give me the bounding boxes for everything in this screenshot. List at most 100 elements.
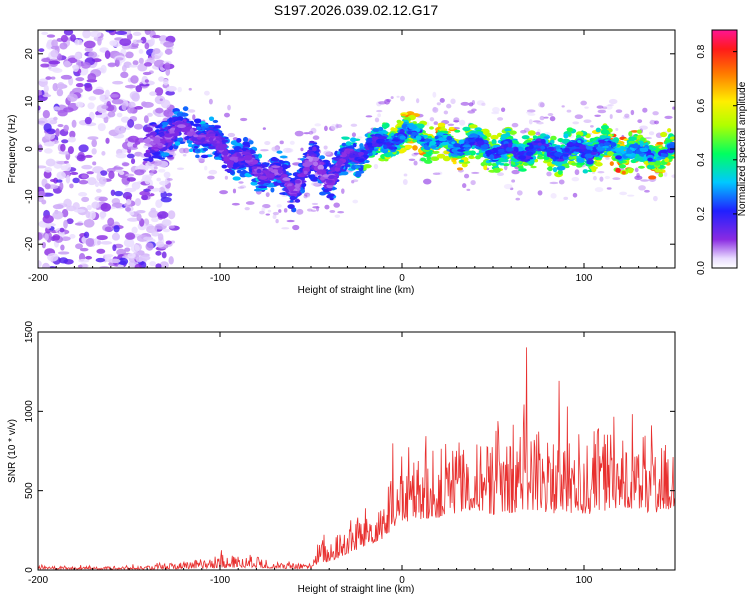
spectrogram-cell [188, 87, 192, 91]
spectrogram-cell [48, 67, 61, 72]
spectrogram-cell [132, 143, 138, 148]
spectrogram-cell [52, 234, 61, 241]
spectrogram-cell [615, 147, 620, 152]
spectrogram-cell [602, 145, 609, 149]
spectrogram-cell [545, 148, 551, 153]
spectrogram-cell [638, 185, 646, 191]
spectrogram-cell [44, 167, 53, 173]
spectrogram-cell [142, 158, 152, 162]
spectrogram-cell [307, 208, 313, 212]
spectrogram-cell [268, 167, 274, 172]
spectrogram-cell [615, 155, 622, 160]
spectrogram-cell [624, 113, 630, 118]
spectrogram-cell [91, 148, 97, 155]
spectrogram-cell [281, 227, 290, 230]
spectrogram-cell [208, 145, 217, 150]
spectrogram-cell [208, 98, 213, 105]
spectrogram-cell [433, 121, 438, 125]
spectrogram-cell [152, 48, 161, 54]
spectrogram-cell [636, 129, 642, 134]
spectrogram-cell [165, 90, 175, 96]
spectrogram-cell [67, 136, 77, 143]
spectrogram-cell [143, 115, 149, 124]
spectrogram-cell [166, 192, 173, 197]
spectrogram-cell [388, 146, 395, 150]
spectrogram-cell [232, 188, 237, 194]
spectrogram-cell [125, 173, 135, 177]
spectrogram-cell [609, 161, 614, 166]
x-tick-label: -100 [210, 273, 230, 284]
spectrogram-cell [104, 50, 111, 59]
spectrogram-cell [303, 132, 311, 135]
spectrogram-cell [174, 141, 181, 146]
spectrogram-cell [483, 165, 488, 171]
spectrogram-cell [147, 185, 155, 190]
spectrogram-cell [265, 192, 270, 198]
spectrogram-cell [468, 102, 474, 107]
spectrogram-cell [224, 175, 229, 180]
spectrogram-cell [104, 254, 114, 258]
spectrogram-cell [236, 169, 242, 174]
spectrogram-cell [656, 141, 664, 145]
spectrogram-cell [432, 172, 441, 175]
spectrogram-cell [571, 176, 580, 182]
spectrogram-cell [474, 127, 482, 131]
spectrogram-cell [627, 194, 635, 197]
spectrogram-cell [96, 248, 106, 254]
x-tick-label: 0 [399, 273, 405, 284]
spectrogram-cell [264, 140, 271, 146]
spectrogram-cell [592, 175, 597, 181]
spectrogram-cell [130, 75, 139, 84]
spectrogram-cell [648, 131, 655, 136]
x-tick-label: -200 [28, 273, 48, 284]
spectrogram-cell [608, 98, 618, 105]
spectrogram-cell [357, 136, 363, 139]
spectrogram-cell [152, 34, 161, 39]
spectrogram-cell [52, 204, 64, 210]
spectrogram-cell [43, 84, 49, 93]
spectrogram-cell [308, 174, 313, 179]
spectrogram-cell [671, 174, 675, 178]
spectrogram-cell [335, 164, 342, 168]
spectrogram-cell [226, 160, 234, 166]
spectrogram-cell [424, 146, 431, 151]
spectrogram-cell [260, 149, 269, 152]
spectrogram-cell [197, 134, 207, 138]
spectrogram-cell [481, 128, 490, 135]
spectrogram-cell [192, 114, 196, 121]
spectrogram-cell [56, 82, 65, 90]
spectrogram-cell [100, 202, 112, 212]
spectrogram-cell [163, 78, 169, 86]
colorbar-label: Normalized spectral amplitude [737, 81, 748, 216]
colorbar-tick-label: 0.0 [696, 261, 707, 275]
spectrogram-cell [502, 163, 510, 167]
spectrogram-cell [83, 219, 95, 228]
spectrogram-cell [155, 263, 162, 268]
spectrogram-cell [339, 171, 349, 176]
spectrogram-cell [292, 224, 300, 231]
spectrogram-cell [43, 123, 52, 133]
spectrogram-cell [85, 211, 91, 219]
spectrogram-cell [600, 129, 610, 135]
spectrogram-cell [341, 136, 350, 140]
spectrogram-cell [526, 111, 532, 114]
spectrogram-cell [77, 264, 83, 268]
spectrogram-cell [136, 213, 142, 222]
spectrogram-cell [166, 85, 177, 92]
spectrogram-cell [38, 165, 47, 169]
spectrogram-cell [279, 140, 284, 145]
colorbar: 0.00.20.40.60.8 Normalized spectral ampl… [696, 29, 748, 275]
spectrogram-cell [136, 39, 143, 43]
spectrogram-cell [663, 172, 668, 177]
spectrogram-cell [250, 181, 258, 186]
spectrogram-cell [221, 164, 228, 169]
spectrogram-cell [97, 240, 102, 246]
spectrogram-cell [466, 188, 471, 192]
spectrogram-cell [134, 263, 142, 268]
spectrogram-cell [144, 175, 151, 185]
spectrogram-cell [462, 183, 467, 189]
spectrogram-cell [336, 124, 343, 129]
spectrogram-cell [38, 105, 41, 111]
spectrogram-cell [149, 131, 157, 136]
spectrogram-cell [272, 211, 279, 216]
